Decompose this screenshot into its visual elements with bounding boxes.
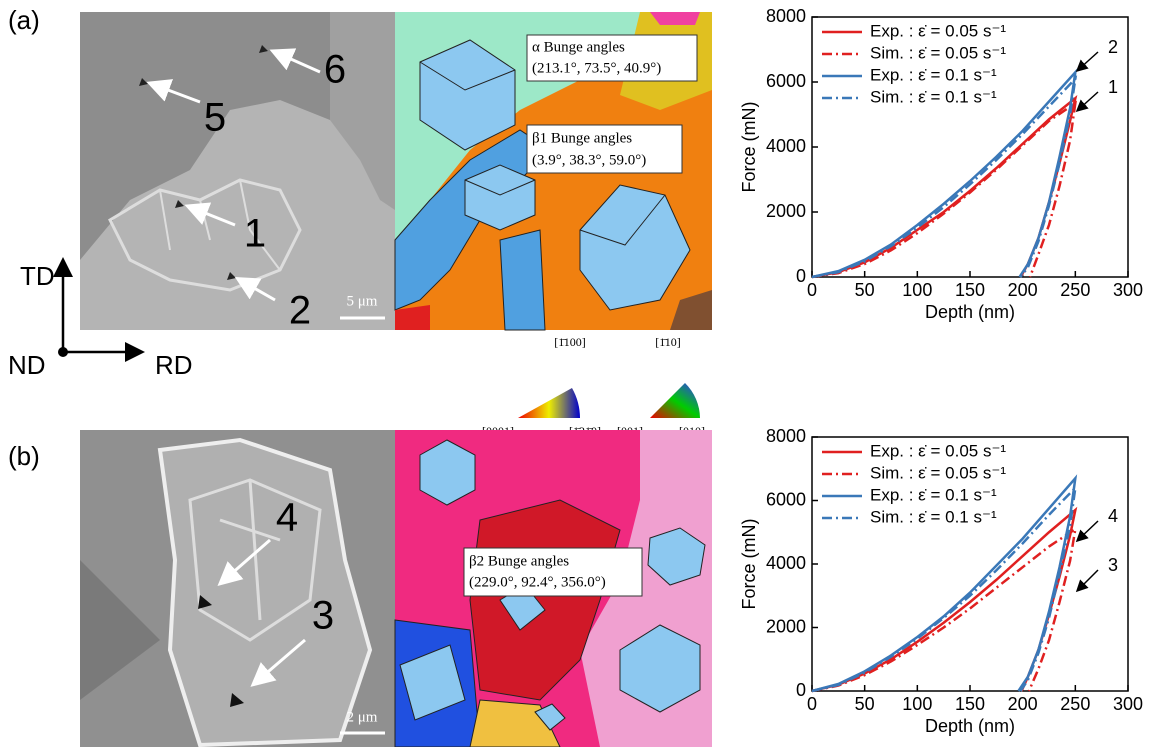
bunge-angles: (213.1°, 73.5°, 40.9°): [532, 60, 661, 76]
key-label: [1̄100]: [554, 335, 586, 349]
bunge-angles: (3.9°, 38.3°, 59.0°): [532, 152, 646, 168]
x-tick-label: 200: [1008, 280, 1038, 300]
y-tick-label: 2000: [766, 616, 806, 636]
sem-image-b: [80, 430, 395, 747]
panel-label: (a): [8, 5, 40, 35]
x-tick-label: 0: [807, 694, 817, 714]
y-tick-label: 6000: [766, 71, 806, 91]
bunge-title: β2 Bunge angles: [469, 553, 569, 569]
x-tick-label: 100: [902, 280, 932, 300]
legend-label: Sim. : ε̇ = 0.05 s⁻¹: [870, 43, 1006, 62]
y-tick-label: 2000: [766, 201, 806, 221]
ipf-key: [650, 383, 700, 418]
legend-label: Sim. : ε̇ = 0.05 s⁻¹: [870, 463, 1006, 482]
x-tick-label: 50: [855, 694, 875, 714]
scale-bar-label: 2 μm: [347, 709, 378, 725]
ipf-key: [518, 388, 580, 418]
x-tick-label: 100: [902, 694, 932, 714]
annotation-arrow: [1078, 570, 1098, 590]
legend-label: Exp. : ε̇ = 0.1 s⁻¹: [870, 485, 997, 504]
legend-label: Exp. : ε̇ = 0.05 s⁻¹: [870, 21, 1006, 40]
x-tick-label: 200: [1008, 694, 1038, 714]
bunge-title: β1 Bunge angles: [532, 130, 632, 146]
y-tick-label: 6000: [766, 489, 806, 509]
annotation: 1: [1108, 77, 1118, 97]
annotation: 2: [1108, 37, 1118, 57]
x-tick-label: 300: [1113, 280, 1143, 300]
legend-label: Exp. : ε̇ = 0.05 s⁻¹: [870, 441, 1006, 460]
y-tick-label: 0: [796, 680, 806, 700]
y-tick-label: 4000: [766, 136, 806, 156]
y-tick-label: 8000: [766, 6, 806, 26]
indent-label: 3: [312, 594, 334, 638]
annotation-arrow: [1078, 92, 1098, 110]
legend-label: Sim. : ε̇ = 0.1 s⁻¹: [870, 507, 997, 526]
legend-label: Exp. : ε̇ = 0.1 s⁻¹: [870, 65, 997, 84]
key-label: [1̄10]: [655, 335, 681, 349]
x-tick-label: 300: [1113, 694, 1143, 714]
indent-label: 6: [324, 48, 346, 92]
x-tick-label: 250: [1060, 694, 1090, 714]
figure: 5 6 1 2 5 μm α Bunge angles (213.1°, 73.…: [0, 0, 1156, 747]
y-axis-label: Force (mN): [739, 519, 759, 610]
series-line: [812, 510, 1075, 691]
bunge-title: α Bunge angles: [532, 39, 625, 55]
y-tick-label: 4000: [766, 553, 806, 573]
series-line: [812, 529, 1075, 691]
annotation-arrow: [1078, 52, 1098, 70]
x-tick-label: 150: [955, 694, 985, 714]
annotation: 3: [1108, 555, 1118, 575]
scale-bar-label: 5 μm: [347, 293, 378, 309]
axis-label: ND: [8, 350, 46, 380]
axis-label: RD: [155, 350, 193, 380]
sem-image-a: [80, 12, 395, 330]
y-axis-label: Force (mN): [739, 102, 759, 193]
y-tick-label: 8000: [766, 426, 806, 446]
series-line: [812, 79, 1075, 277]
annotation: 4: [1108, 506, 1118, 526]
panel-label: (b): [8, 441, 40, 471]
x-tick-label: 0: [807, 280, 817, 300]
indent-label: 5: [204, 96, 226, 140]
x-tick-label: 150: [955, 280, 985, 300]
bunge-angles: (229.0°, 92.4°, 356.0°): [469, 574, 606, 590]
x-axis-label: Depth (nm): [925, 716, 1015, 736]
y-tick-label: 0: [796, 266, 806, 286]
x-axis-label: Depth (nm): [925, 302, 1015, 322]
series-line: [812, 103, 1075, 277]
annotation-arrow: [1078, 521, 1098, 540]
indent-label: 4: [276, 496, 298, 540]
legend-label: Sim. : ε̇ = 0.1 s⁻¹: [870, 87, 997, 106]
indent-label: 2: [289, 289, 311, 333]
indent-label: 1: [244, 212, 266, 256]
x-tick-label: 250: [1060, 280, 1090, 300]
axis-label: TD: [20, 261, 55, 291]
x-tick-label: 50: [855, 280, 875, 300]
series-line: [812, 98, 1075, 277]
